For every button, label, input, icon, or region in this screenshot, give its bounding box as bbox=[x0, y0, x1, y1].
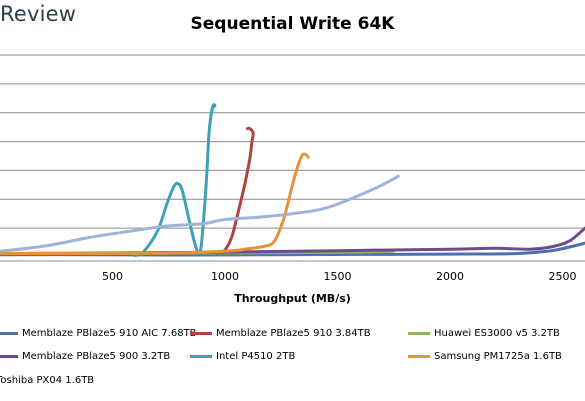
legend-item: Toshiba PX04 1.6TB bbox=[0, 375, 94, 386]
brand-logo-text: Review bbox=[0, 2, 77, 26]
legend-item: Intel P4510 2TB bbox=[190, 351, 295, 362]
legend-swatch bbox=[408, 332, 430, 335]
legend-swatch bbox=[0, 355, 18, 358]
series-line-memblaze-pblaze5-910-3-84tb bbox=[0, 126, 255, 256]
legend-item: Memblaze PBlaze5 910 AIC 7.68TB bbox=[0, 328, 197, 339]
chart-legend: Memblaze PBlaze5 910 AIC 7.68TB Memblaze … bbox=[0, 322, 585, 401]
legend-swatch bbox=[190, 355, 212, 358]
line-chart: 500 1000 1500 2000 2500 bbox=[0, 54, 585, 283]
legend-label: Memblaze PBlaze5 910 3.84TB bbox=[216, 328, 371, 339]
series-line-memblaze-pblaze5-900-3-2tb bbox=[0, 226, 585, 255]
legend-item: Samsung PM1725a 1.6TB bbox=[408, 351, 562, 362]
x-tick-label: 1000 bbox=[211, 270, 239, 283]
legend-item: Memblaze PBlaze5 910 3.84TB bbox=[190, 328, 371, 339]
legend-label: Huawei ES3000 v5 3.2TB bbox=[434, 328, 560, 339]
x-tick-label: 2500 bbox=[549, 270, 577, 283]
series-line-toshiba-px04-1-6tb bbox=[0, 174, 400, 253]
legend-item: Memblaze PBlaze5 900 3.2TB bbox=[0, 351, 170, 362]
x-tick-label: 1500 bbox=[324, 270, 352, 283]
x-tick-label: 500 bbox=[102, 270, 123, 283]
legend-item: Huawei ES3000 v5 3.2TB bbox=[408, 328, 560, 339]
chart-title: Sequential Write 64K bbox=[190, 14, 395, 34]
legend-label: Toshiba PX04 1.6TB bbox=[0, 375, 95, 386]
series-line-intel-p4510-2tb bbox=[133, 103, 217, 258]
legend-swatch bbox=[0, 332, 18, 335]
legend-label: Memblaze PBlaze5 910 AIC 7.68TB bbox=[22, 328, 197, 339]
x-axis-label: Throughput (MB/s) bbox=[234, 292, 351, 305]
legend-swatch bbox=[408, 355, 430, 358]
legend-label: Memblaze PBlaze5 900 3.2TB bbox=[22, 351, 171, 362]
series-line-samsung-pm1725a-1-6tb bbox=[0, 152, 310, 256]
legend-swatch bbox=[190, 332, 212, 335]
legend-label: Intel P4510 2TB bbox=[216, 351, 296, 362]
x-tick-label: 2000 bbox=[436, 270, 464, 283]
legend-label: Samsung PM1725a 1.6TB bbox=[434, 351, 562, 362]
